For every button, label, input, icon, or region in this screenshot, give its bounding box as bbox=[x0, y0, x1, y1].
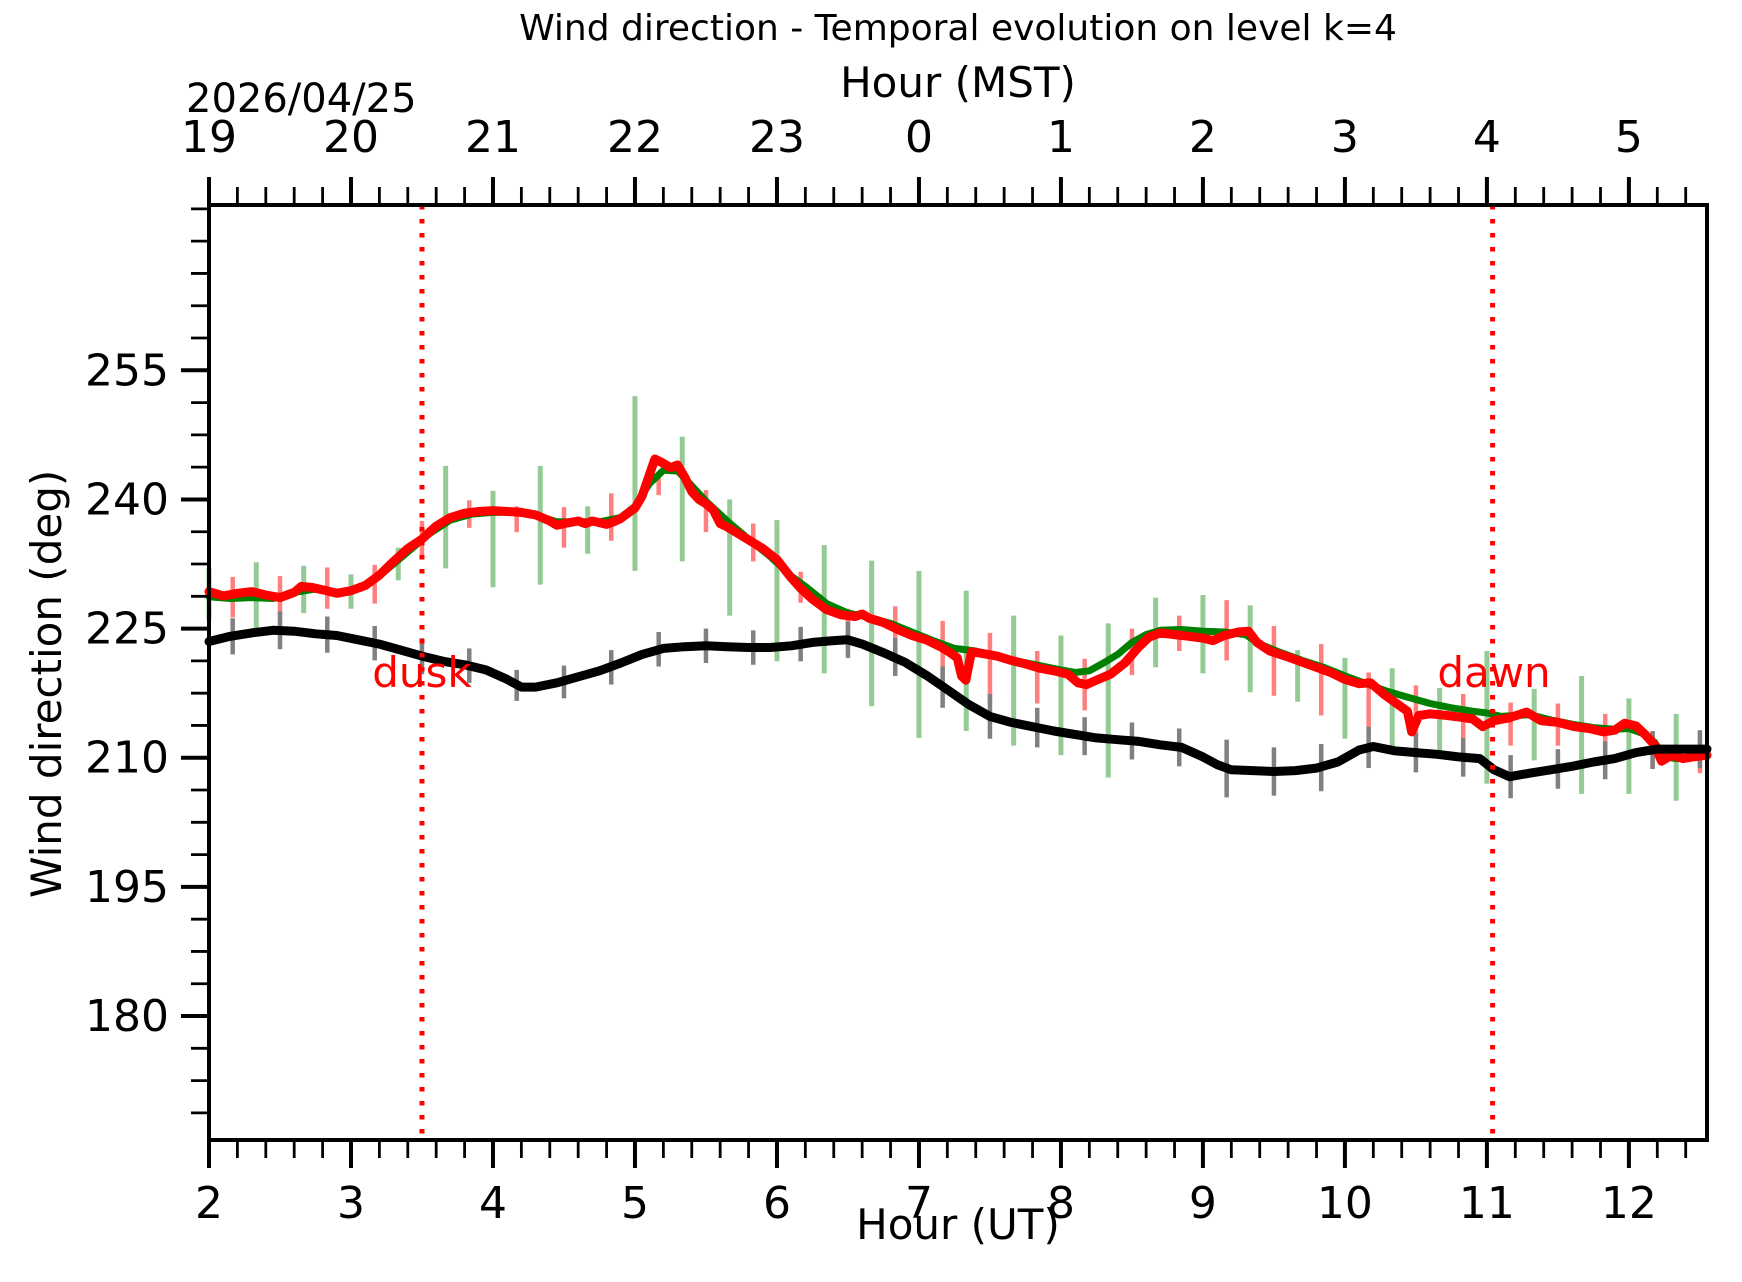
axis-tick-labels: 2193204215226237081921031141251801952102… bbox=[85, 112, 1657, 1229]
x-tick-label: 9 bbox=[1189, 1178, 1217, 1229]
y-tick-label: 180 bbox=[85, 991, 169, 1042]
green-series bbox=[205, 466, 1711, 763]
x-tick-label: 5 bbox=[621, 1178, 649, 1229]
date-annotation: 2026/04/25 bbox=[186, 76, 417, 122]
y-tick-label: 240 bbox=[85, 474, 169, 525]
x2-tick-label: 3 bbox=[1331, 112, 1359, 163]
x2-tick-label: 0 bbox=[905, 112, 933, 163]
y-tick-label: 255 bbox=[85, 345, 169, 396]
x2-tick-label: 19 bbox=[181, 112, 237, 163]
axis-ticks bbox=[181, 177, 1688, 1168]
x-tick-label: 7 bbox=[905, 1178, 933, 1229]
x-tick-label: 10 bbox=[1317, 1178, 1373, 1229]
y-tick-label: 225 bbox=[85, 604, 169, 655]
dusk-label: dusk bbox=[372, 648, 472, 697]
x-tick-label: 4 bbox=[479, 1178, 507, 1229]
x2-tick-label: 23 bbox=[749, 112, 805, 163]
y-tick-label: 210 bbox=[85, 733, 169, 784]
x2-tick-label: 5 bbox=[1615, 112, 1643, 163]
x-tick-label: 3 bbox=[337, 1178, 365, 1229]
dawn-label: dawn bbox=[1437, 648, 1551, 697]
chart-title: Wind direction - Temporal evolution on l… bbox=[519, 8, 1397, 49]
x2-tick-label: 21 bbox=[465, 112, 521, 163]
x-tick-label: 11 bbox=[1459, 1178, 1515, 1229]
x2-tick-label: 1 bbox=[1047, 112, 1075, 163]
x-tick-label: 6 bbox=[763, 1178, 791, 1229]
y-tick-label: 195 bbox=[85, 862, 169, 913]
x-tick-label: 2 bbox=[195, 1178, 223, 1229]
axes-frame bbox=[207, 203, 1709, 1142]
y-axis-label: Wind direction (deg) bbox=[22, 469, 71, 898]
x2-tick-label: 4 bbox=[1473, 112, 1501, 163]
x-tick-label: 12 bbox=[1601, 1178, 1657, 1229]
x2-tick-label: 22 bbox=[607, 112, 663, 163]
top-axis-label: Hour (MST) bbox=[840, 58, 1076, 107]
green-error-bars bbox=[206, 396, 1679, 801]
x2-tick-label: 20 bbox=[323, 112, 379, 163]
bottom-axis-label: Hour (UT) bbox=[856, 1200, 1060, 1249]
x2-tick-label: 2 bbox=[1189, 112, 1217, 163]
red-series bbox=[204, 454, 1712, 766]
black-series bbox=[204, 625, 1712, 782]
x-tick-label: 8 bbox=[1047, 1178, 1075, 1229]
